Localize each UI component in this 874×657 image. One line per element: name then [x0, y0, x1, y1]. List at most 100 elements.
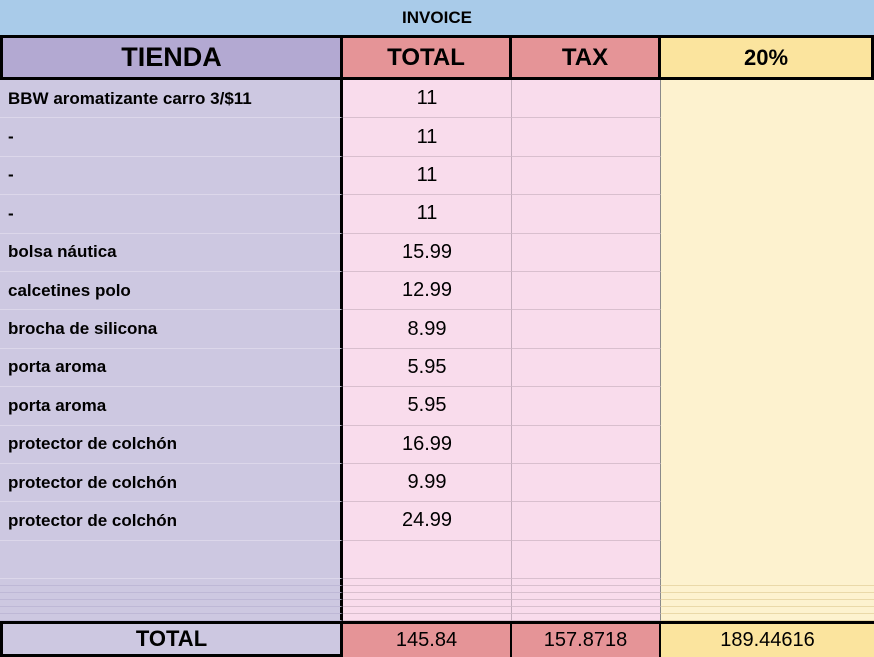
cell-total[interactable]: 5.95 [343, 348, 512, 388]
cell-total[interactable]: 16.99 [343, 425, 512, 464]
cell-tax[interactable] [512, 118, 661, 157]
cell-tax[interactable] [512, 586, 661, 594]
column-header-20pct[interactable]: 20% [661, 35, 874, 80]
cell-tax[interactable] [512, 156, 661, 196]
cell-pct[interactable] [661, 425, 874, 464]
column-header-tax[interactable]: TAX [512, 35, 661, 80]
cell-pct[interactable] [661, 593, 874, 601]
cell-tax[interactable] [512, 348, 661, 388]
empty-thin-rows-container [0, 579, 874, 622]
cell-tienda[interactable]: protector de colchón [0, 502, 343, 541]
cell-pct[interactable] [661, 195, 874, 234]
cell-pct[interactable] [661, 600, 874, 608]
cell-tienda[interactable]: - [0, 156, 343, 196]
invoice-title: INVOICE [0, 0, 874, 35]
cell-total[interactable]: 11 [343, 118, 512, 157]
cell-total[interactable] [343, 540, 512, 580]
cell-tax[interactable] [512, 80, 661, 119]
cell-pct[interactable] [661, 387, 874, 426]
cell-tax[interactable] [512, 593, 661, 601]
cell-pct[interactable] [661, 463, 874, 503]
cell-total[interactable] [343, 614, 512, 622]
thin-empty-row [0, 579, 874, 587]
footer-row: TOTAL 145.84 157.8718 189.44616 [0, 621, 874, 657]
thin-empty-row [0, 607, 874, 615]
cell-tienda[interactable]: - [0, 118, 343, 157]
cell-tax[interactable] [512, 233, 661, 272]
cell-tienda[interactable] [0, 579, 343, 587]
footer-total-label[interactable]: TOTAL [0, 624, 343, 657]
cell-total[interactable] [343, 579, 512, 587]
cell-tax[interactable] [512, 425, 661, 464]
cell-tienda[interactable] [0, 607, 343, 615]
cell-total[interactable] [343, 607, 512, 615]
cell-total[interactable]: 11 [343, 80, 512, 119]
cell-pct[interactable] [661, 118, 874, 157]
cell-total[interactable]: 5.95 [343, 387, 512, 426]
cell-total[interactable]: 11 [343, 156, 512, 196]
cell-tax[interactable] [512, 387, 661, 426]
footer-total-value[interactable]: 145.84 [343, 624, 512, 657]
cell-total[interactable] [343, 600, 512, 608]
cell-tienda[interactable] [0, 593, 343, 601]
cell-tienda[interactable]: porta aroma [0, 348, 343, 388]
cell-tienda[interactable] [0, 600, 343, 608]
cell-tienda[interactable]: - [0, 195, 343, 234]
cell-tienda[interactable]: protector de colchón [0, 425, 343, 464]
cell-tienda[interactable]: BBW aromatizante carro 3/$11 [0, 80, 343, 119]
column-header-total[interactable]: TOTAL [343, 35, 512, 80]
cell-tax[interactable] [512, 310, 661, 349]
cell-pct[interactable] [661, 80, 874, 119]
cell-tienda[interactable] [0, 586, 343, 594]
cell-pct[interactable] [661, 579, 874, 587]
cell-total[interactable]: 8.99 [343, 310, 512, 349]
cell-tienda[interactable]: porta aroma [0, 387, 343, 426]
cell-total[interactable]: 11 [343, 195, 512, 234]
cell-tienda[interactable]: protector de colchón [0, 463, 343, 503]
cell-pct[interactable] [661, 586, 874, 594]
thin-empty-row [0, 593, 874, 601]
cell-tienda[interactable]: calcetines polo [0, 271, 343, 311]
cell-tienda[interactable]: brocha de silicona [0, 310, 343, 349]
cell-pct[interactable] [661, 607, 874, 615]
thin-empty-row [0, 600, 874, 608]
cell-tax[interactable] [512, 607, 661, 615]
cell-pct[interactable] [661, 348, 874, 388]
cell-tax[interactable] [512, 614, 661, 622]
cell-pct[interactable] [661, 540, 874, 580]
table-row: protector de colchón 9.99 [0, 463, 874, 503]
cell-total[interactable]: 12.99 [343, 271, 512, 311]
footer-20pct-value[interactable]: 189.44616 [661, 624, 874, 657]
footer-tax-value[interactable]: 157.8718 [512, 624, 661, 657]
cell-tienda[interactable] [0, 540, 343, 580]
cell-total[interactable]: 24.99 [343, 502, 512, 541]
table-row: bolsa náutica 15.99 [0, 233, 874, 272]
cell-total[interactable] [343, 586, 512, 594]
cell-pct[interactable] [661, 502, 874, 541]
cell-total[interactable]: 15.99 [343, 233, 512, 272]
cell-total[interactable]: 9.99 [343, 463, 512, 503]
thin-empty-row [0, 586, 874, 594]
table-row: protector de colchón 24.99 [0, 502, 874, 541]
table-row: porta aroma 5.95 [0, 348, 874, 388]
cell-total[interactable] [343, 593, 512, 601]
cell-tax[interactable] [512, 600, 661, 608]
cell-tax[interactable] [512, 195, 661, 234]
thin-empty-row [0, 614, 874, 622]
column-header-tienda[interactable]: TIENDA [0, 35, 343, 80]
cell-tax[interactable] [512, 540, 661, 580]
cell-pct[interactable] [661, 614, 874, 622]
table-row: brocha de silicona 8.99 [0, 310, 874, 349]
cell-pct[interactable] [661, 271, 874, 311]
cell-tienda[interactable]: bolsa náutica [0, 233, 343, 272]
cell-tax[interactable] [512, 579, 661, 587]
cell-tienda[interactable] [0, 614, 343, 622]
cell-pct[interactable] [661, 156, 874, 196]
cell-tax[interactable] [512, 271, 661, 311]
table-row [0, 540, 874, 580]
cell-pct[interactable] [661, 233, 874, 272]
cell-pct[interactable] [661, 310, 874, 349]
cell-tax[interactable] [512, 502, 661, 541]
header-row: TIENDA TOTAL TAX 20% [0, 35, 874, 80]
cell-tax[interactable] [512, 463, 661, 503]
